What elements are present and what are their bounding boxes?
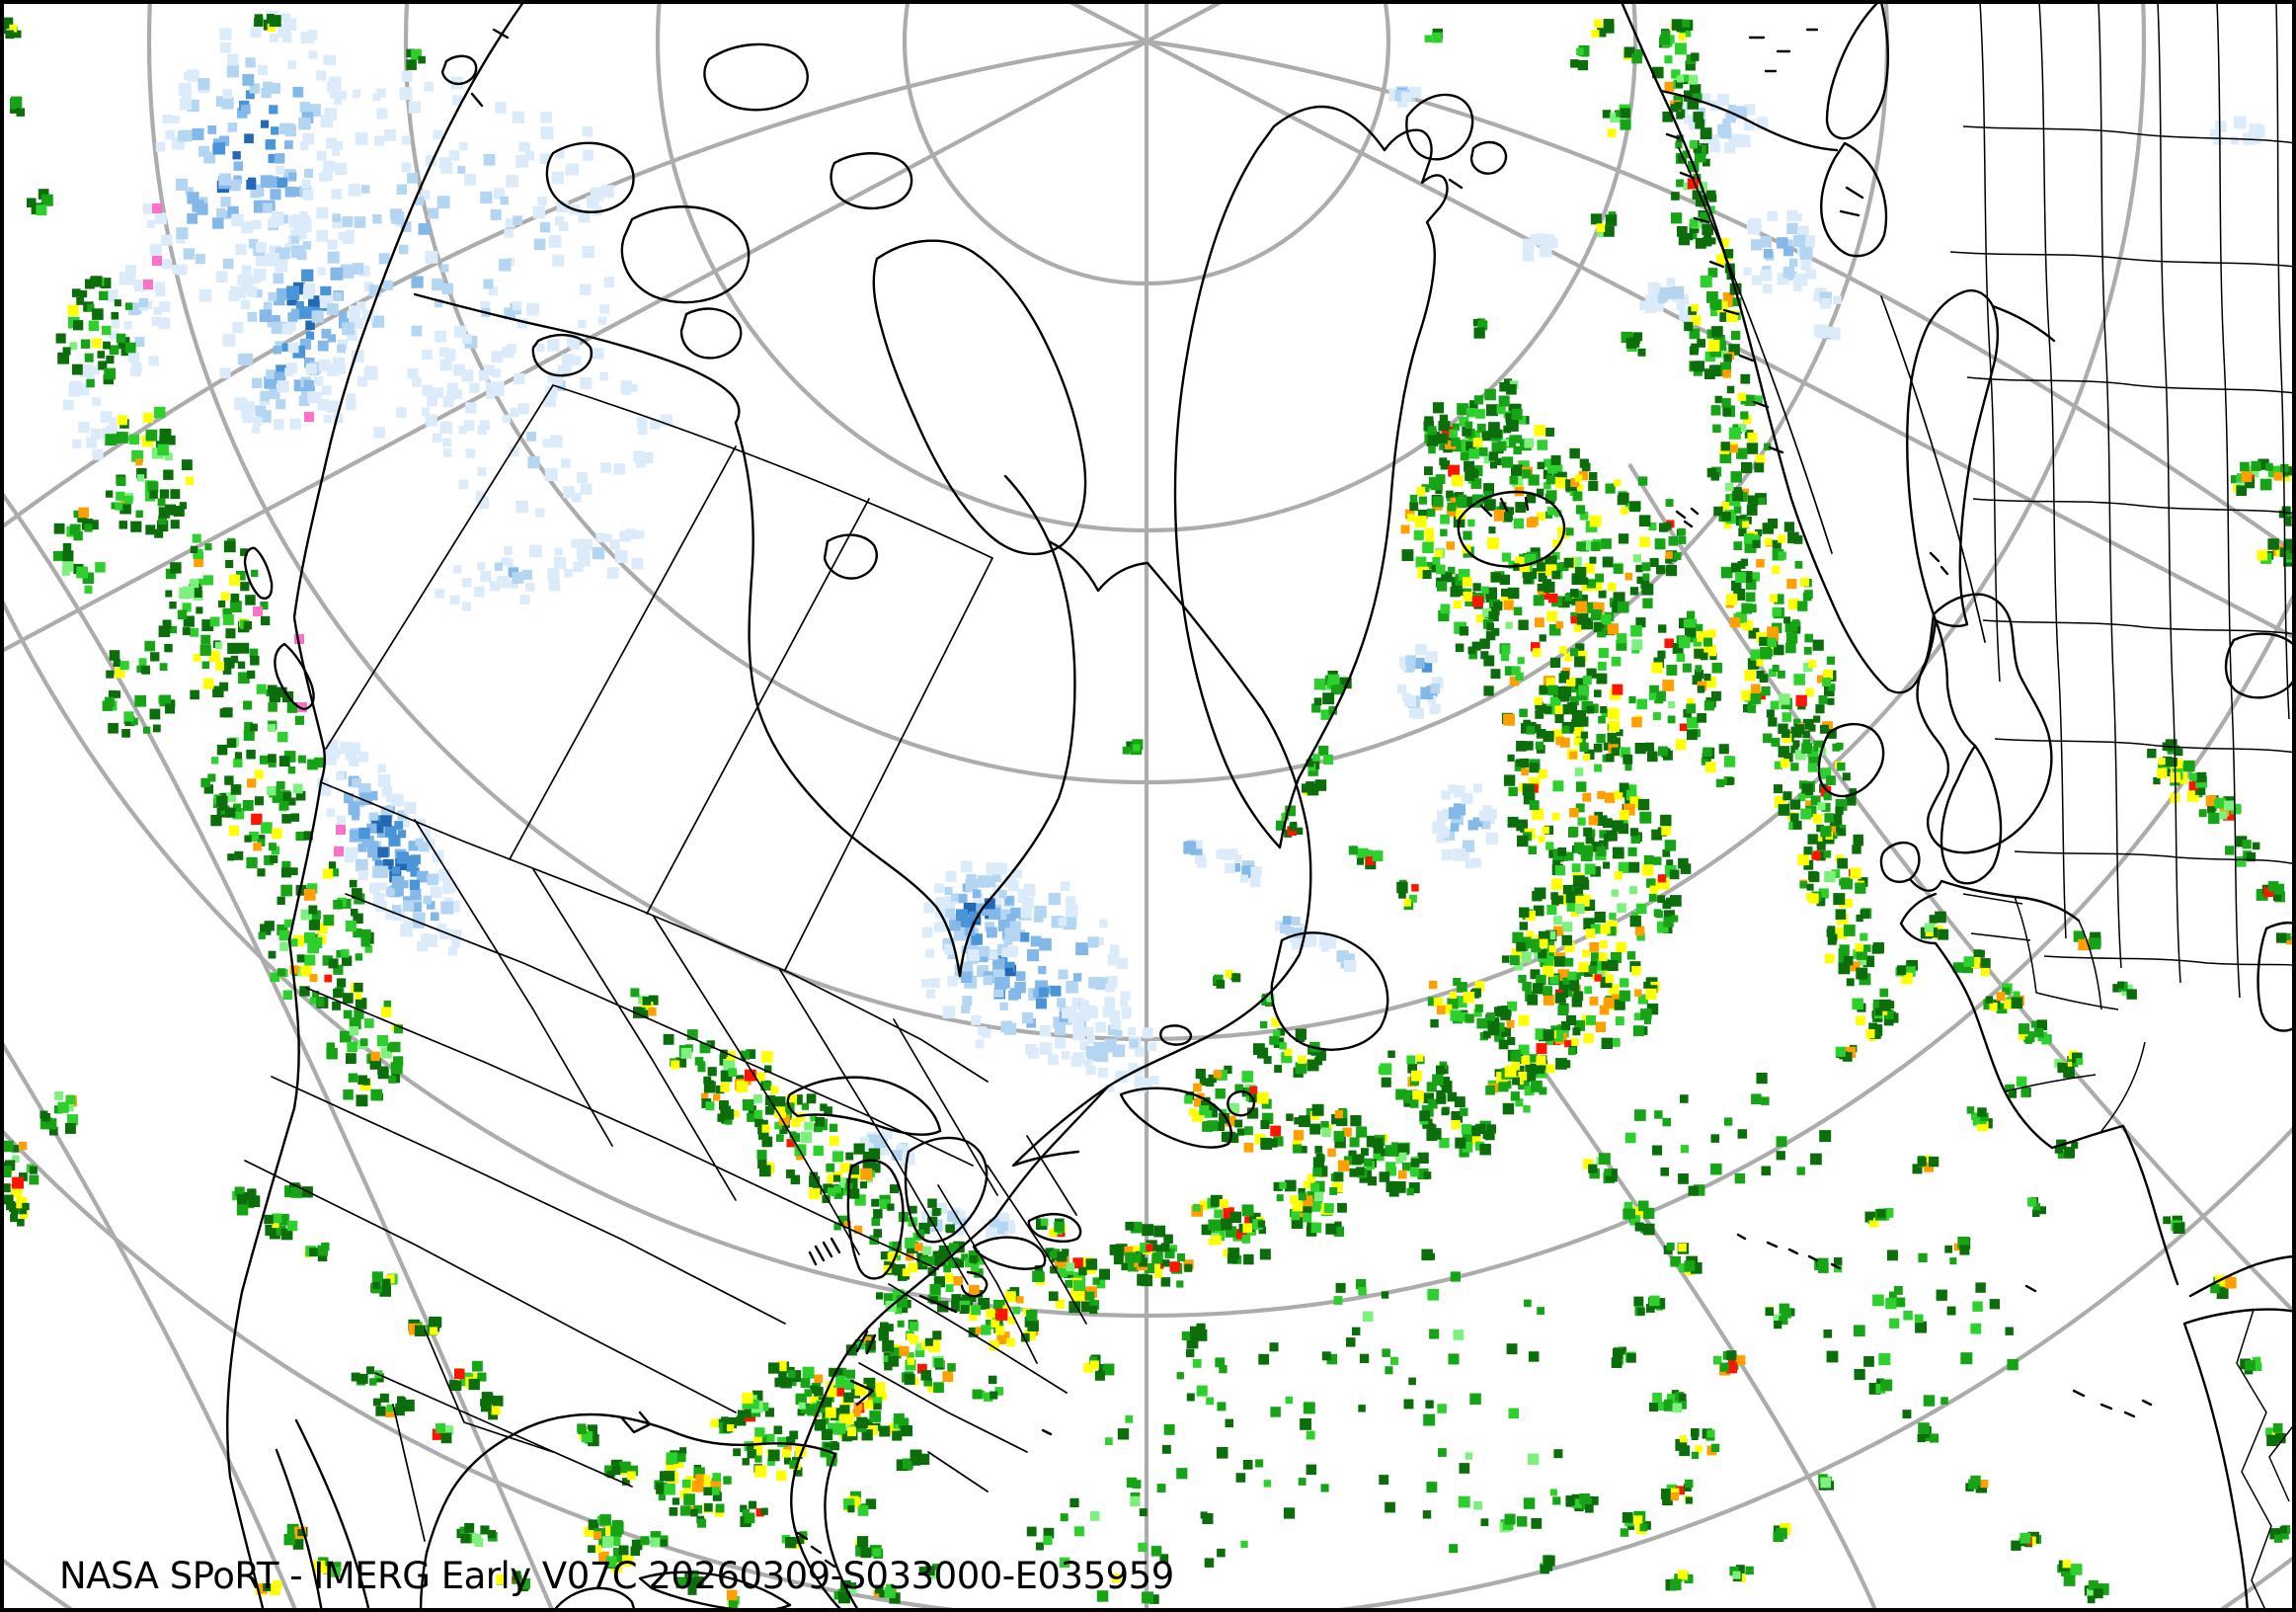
coastline-mississippi-delta xyxy=(620,1410,652,1434)
admin-europe-interior xyxy=(1962,893,2146,1132)
coastline-kola-barents xyxy=(1659,89,1839,152)
island-southampton xyxy=(823,533,878,580)
sea-black xyxy=(2224,632,2296,699)
coastline-iberia xyxy=(2050,1124,2296,1298)
borders-texas xyxy=(392,1329,554,1542)
coastline-chesapeake-hatteras xyxy=(849,1330,877,1407)
borders-us-states-meridional xyxy=(414,819,998,1285)
islands-franz-josef xyxy=(1748,28,1819,73)
lake-superior xyxy=(786,1076,942,1136)
islands-bahamas-bermuda xyxy=(796,1428,1053,1569)
coastline-nova-scotia xyxy=(1119,1087,1256,1149)
rain-speckles xyxy=(0,14,2296,1612)
borders-morocco-algeria xyxy=(2236,1309,2296,1612)
coastline-us-east xyxy=(790,1085,1110,1612)
coastline-st-lawrence xyxy=(1011,1085,1110,1168)
river-hatch-marks xyxy=(808,1237,841,1266)
coastline-newfoundland xyxy=(1270,931,1389,1051)
sea-caspian-edge xyxy=(2256,922,2296,1032)
island-banks xyxy=(545,141,635,213)
coastline-white-sea xyxy=(1820,141,1888,258)
border-us-canada xyxy=(320,781,989,1083)
island-victoria xyxy=(620,205,751,304)
lake-erie xyxy=(972,1236,1047,1270)
coastline-vancouver-island xyxy=(274,642,315,711)
coastline-greenland xyxy=(1173,105,1449,849)
coastline-arctic-mainland xyxy=(413,292,741,425)
admin-mesh-verticals xyxy=(1979,1,2290,999)
coastline-yucatan xyxy=(551,1586,637,1612)
borders-us-states-zonal xyxy=(244,893,974,1488)
coastline-anticosti xyxy=(1159,1024,1193,1046)
lake-huron xyxy=(904,1136,989,1244)
island-ellesmere xyxy=(703,42,809,112)
borders-us-east-states xyxy=(858,1135,1087,1492)
snow-speckles xyxy=(62,10,2265,1240)
island-novaya-zemlya xyxy=(1825,0,1889,140)
island-baffin xyxy=(872,239,1087,556)
coastline-hudson-bay xyxy=(734,421,1076,978)
admin-mesh-horizontals xyxy=(1949,125,2296,967)
coastline-great-britain xyxy=(1916,593,2053,854)
island-melville xyxy=(531,333,594,377)
island-devon xyxy=(830,152,913,210)
coastline-gulf-of-mexico xyxy=(419,1412,861,1612)
coastline-ireland xyxy=(1817,722,1885,798)
coastline-north-america-west xyxy=(226,0,525,1612)
coastline-layer xyxy=(226,0,2296,1612)
lake-ontario xyxy=(1027,1213,1082,1244)
lake-michigan xyxy=(846,1159,905,1280)
coastline-baja-gulf-california xyxy=(275,1418,371,1612)
island-boothia xyxy=(679,307,743,360)
coastline-norway xyxy=(1620,0,1890,691)
border-layer xyxy=(244,1,2296,1612)
coastline-labrador xyxy=(1047,539,1312,1088)
coastline-baltic-sea xyxy=(1940,744,2003,885)
coastline-alaska-islands xyxy=(440,28,510,108)
coastline-cape-cod xyxy=(918,1270,989,1314)
border-scandinavia xyxy=(1678,147,1986,643)
islands-faroe-shetland xyxy=(1675,507,1949,576)
map-caption: NASA SPoRT - IMERG Early V07C 20260309-S… xyxy=(59,1555,1174,1597)
coastline-iceland xyxy=(1457,490,1566,568)
coastline-haida-gwaii xyxy=(243,546,274,600)
precipitation-layer xyxy=(0,10,2296,1612)
island-cuba xyxy=(638,1571,792,1612)
islands-azores xyxy=(1736,1233,1842,1270)
islands-canary-madeira xyxy=(2024,1284,2153,1418)
coastline-svalbard xyxy=(1405,93,1508,190)
borders-canadian-provinces xyxy=(325,384,993,971)
